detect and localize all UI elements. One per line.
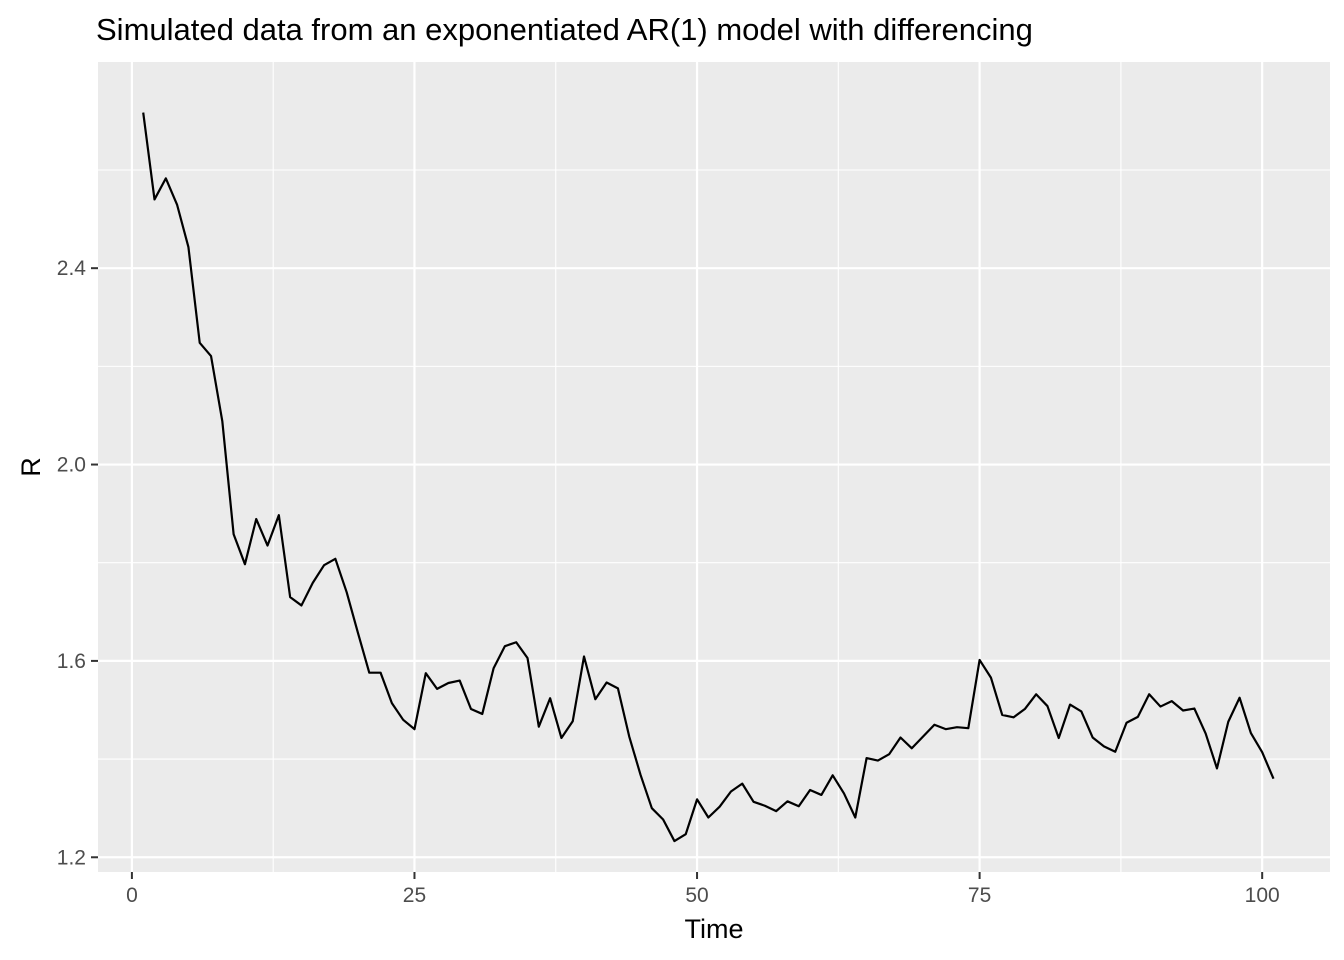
plot-panel <box>98 62 1330 872</box>
y-axis-title: R <box>16 457 46 477</box>
x-tick-label: 50 <box>685 884 708 907</box>
series-line <box>142 112 1275 843</box>
y-tick-label: 2.4 <box>57 257 87 280</box>
y-tick-label: 1.6 <box>57 650 86 673</box>
chart-title: Simulated data from an exponentiated AR(… <box>96 12 1033 47</box>
x-tick-label: 25 <box>403 884 426 907</box>
minor-gridlines <box>98 62 1330 872</box>
major-gridlines <box>98 62 1330 872</box>
y-tick-label: 1.2 <box>57 846 86 869</box>
y-tick-label: 2.0 <box>57 454 86 477</box>
y-axis: 1.2 1.6 2.0 2.4 <box>57 257 98 869</box>
x-tick-label: 100 <box>1245 884 1280 907</box>
x-tick-label: 0 <box>126 884 138 907</box>
x-axis-title: Time <box>685 914 744 944</box>
x-tick-label: 75 <box>968 884 991 907</box>
x-axis: 0 25 50 75 100 <box>126 872 1280 907</box>
